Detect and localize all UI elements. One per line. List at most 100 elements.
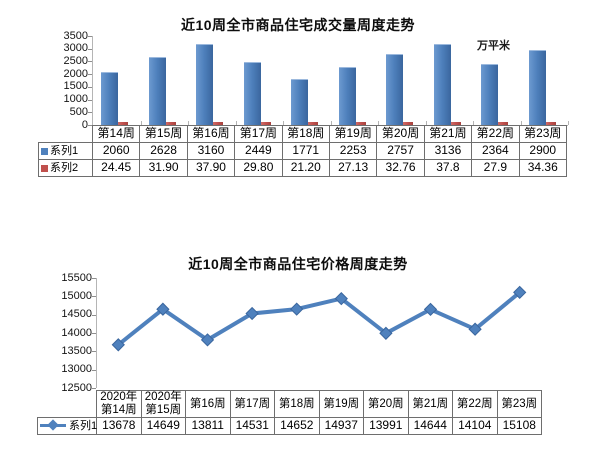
value-cell: 14937 bbox=[318, 417, 364, 435]
volume-unit-label: 万平米 bbox=[477, 40, 510, 52]
column-header-cell: 第19周 bbox=[328, 125, 378, 143]
y-axis-label: 3000 bbox=[63, 42, 88, 55]
value-cell: 3160 bbox=[186, 142, 236, 160]
category-tick bbox=[426, 121, 427, 125]
column-header-cell: 第15周 bbox=[139, 125, 188, 143]
value-cell: 14104 bbox=[452, 417, 498, 435]
bar-series2 bbox=[213, 122, 223, 125]
data-point-marker bbox=[423, 302, 438, 317]
y-axis-tick bbox=[88, 99, 92, 101]
value-cell: 1771 bbox=[281, 142, 330, 160]
bar-series2 bbox=[308, 122, 318, 125]
category-tick bbox=[521, 121, 522, 125]
column-header-cell: 第20周 bbox=[376, 125, 425, 143]
y-axis-tick bbox=[88, 86, 92, 88]
column-header-cell: 第23周 bbox=[518, 125, 568, 143]
legend-cell: 系列1 bbox=[37, 417, 98, 435]
y-axis-label: 12500 bbox=[61, 381, 92, 394]
category-tick bbox=[236, 121, 237, 125]
y-axis-tick bbox=[92, 333, 96, 334]
y-axis-label: 14000 bbox=[61, 326, 92, 339]
y-axis-tick bbox=[88, 112, 92, 114]
column-header-cell: 第22周 bbox=[471, 125, 520, 143]
bar-series1 bbox=[433, 44, 451, 125]
y-axis-tick bbox=[88, 48, 92, 50]
bar-series1 bbox=[528, 50, 546, 125]
series-name-label: 系列1 bbox=[69, 419, 98, 432]
value-cell: 14649 bbox=[140, 417, 186, 435]
value-cell: 2900 bbox=[518, 142, 568, 160]
bar-series1 bbox=[243, 62, 261, 125]
category-tick bbox=[473, 121, 474, 125]
data-point-marker bbox=[200, 333, 215, 347]
y-axis-tick bbox=[92, 278, 96, 279]
value-cell: 34.36 bbox=[518, 159, 568, 177]
legend-diamond-icon bbox=[47, 419, 59, 432]
y-axis-tick bbox=[92, 351, 96, 353]
value-cell: 2449 bbox=[234, 142, 283, 160]
value-cell: 37.8 bbox=[423, 159, 473, 177]
column-header-cell: 第16周 bbox=[185, 390, 231, 418]
y-axis-label: 3500 bbox=[63, 29, 88, 42]
y-axis-label: 0 bbox=[81, 118, 88, 131]
category-tick bbox=[331, 121, 332, 125]
y-axis-tick bbox=[92, 388, 96, 389]
column-header-cell: 2020年 第15周 bbox=[140, 390, 186, 418]
y-axis-label: 1000 bbox=[63, 93, 88, 106]
data-point-marker bbox=[290, 302, 304, 316]
column-header-cell: 第19周 bbox=[318, 390, 364, 418]
value-cell: 32.76 bbox=[376, 159, 425, 177]
category-tick bbox=[283, 121, 284, 125]
value-cell: 3136 bbox=[423, 142, 473, 160]
line-series1 bbox=[117, 290, 521, 347]
y-axis-label: 13500 bbox=[61, 344, 92, 357]
value-cell: 29.80 bbox=[234, 159, 283, 177]
bar-series2 bbox=[355, 122, 366, 125]
bar-series1 bbox=[386, 54, 403, 125]
column-header-cell: 第21周 bbox=[407, 390, 453, 418]
y-axis-tick bbox=[92, 296, 96, 298]
price-chart-title: 近10周全市商品住宅价格周度走势 bbox=[188, 256, 408, 272]
data-point-marker bbox=[156, 302, 170, 316]
y-axis-label: 15000 bbox=[61, 289, 92, 302]
bar-series1 bbox=[101, 72, 118, 125]
category-tick bbox=[188, 121, 189, 125]
data-point-marker bbox=[379, 326, 393, 340]
value-cell: 13991 bbox=[363, 417, 409, 435]
y-axis-label: 13000 bbox=[61, 363, 92, 376]
column-header-cell: 第14周 bbox=[91, 125, 141, 143]
value-cell: 14644 bbox=[407, 417, 453, 435]
bar-series2 bbox=[498, 122, 508, 125]
y-axis-label: 1500 bbox=[63, 80, 88, 93]
bar-series2 bbox=[403, 122, 413, 125]
data-point-marker bbox=[334, 291, 348, 306]
y-axis-tick bbox=[92, 369, 96, 371]
value-cell: 27.13 bbox=[328, 159, 378, 177]
y-axis-label: 2500 bbox=[63, 54, 88, 67]
value-cell: 14531 bbox=[229, 417, 275, 435]
value-cell: 14652 bbox=[274, 417, 320, 435]
category-tick bbox=[378, 121, 379, 125]
value-cell: 15108 bbox=[496, 417, 542, 435]
bar-series2 bbox=[165, 122, 176, 125]
data-point-marker bbox=[245, 306, 259, 321]
series-name-label: 系列1 bbox=[50, 144, 79, 157]
value-cell: 37.90 bbox=[186, 159, 236, 177]
value-cell: 2253 bbox=[328, 142, 378, 160]
bar-series1 bbox=[481, 64, 498, 125]
category-tick bbox=[141, 121, 142, 125]
value-cell: 2060 bbox=[91, 142, 141, 160]
bar-series1 bbox=[148, 57, 166, 125]
price-line-svg bbox=[111, 285, 527, 352]
legend-swatch-icon bbox=[41, 147, 48, 155]
value-cell: 27.9 bbox=[471, 159, 520, 177]
legend-cell: 系列1 bbox=[38, 142, 93, 160]
bar-series1 bbox=[291, 79, 308, 125]
category-tick bbox=[568, 121, 569, 125]
column-header-cell: 第21周 bbox=[423, 125, 473, 143]
price-plot-area bbox=[96, 278, 543, 388]
value-cell: 31.90 bbox=[139, 159, 188, 177]
